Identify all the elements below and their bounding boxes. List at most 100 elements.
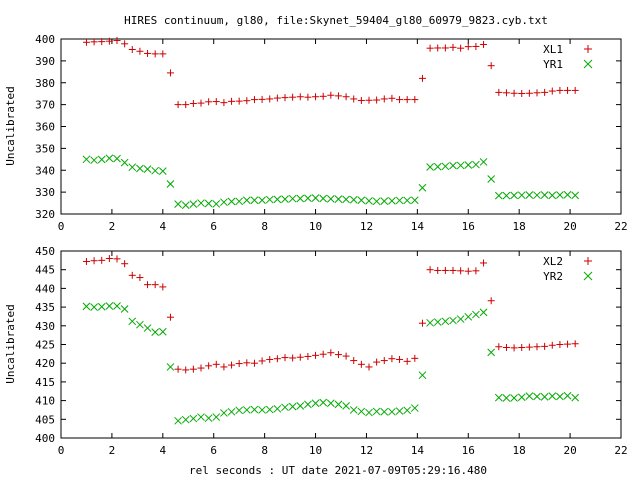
data-point-yr1: [288, 194, 297, 203]
data-point-yr1: [166, 180, 175, 188]
data-point-xl2: [388, 355, 396, 363]
data-point-yr2: [90, 303, 98, 311]
x-tick-label: 8: [261, 220, 268, 233]
x-ticks-2: 0 2 4 6 8 10 12 14 16 18 20 22: [58, 251, 628, 457]
y-tick-label: 415: [35, 376, 55, 389]
x-tick-label: 14: [411, 220, 425, 233]
data-point-xl2: [556, 341, 564, 348]
y-tick-label: 390: [35, 55, 55, 68]
data-point-yr2: [143, 324, 152, 332]
data-point-xl1: [518, 89, 526, 97]
plot-frame-1: [60, 38, 622, 215]
data-point-xl2: [441, 266, 449, 274]
data-point-xl1: [235, 97, 243, 105]
data-point-xl1: [487, 62, 495, 70]
data-point-xl2: [502, 343, 510, 351]
y-tick-label: 405: [35, 413, 55, 426]
data-point-yr1: [494, 191, 503, 200]
data-point-yr2: [128, 317, 137, 326]
data-point-xl1: [388, 94, 396, 102]
x-tick-label: 4: [160, 220, 167, 233]
data-point-xl2: [144, 281, 152, 289]
x-tick-label: 22: [614, 444, 627, 457]
data-point-yr1: [357, 196, 366, 205]
data-point-yr1: [304, 194, 312, 203]
y-tick-label: 330: [35, 186, 55, 199]
data-point-xl1: [564, 86, 572, 94]
x-tick-label: 4: [160, 444, 167, 457]
data-point-xl2: [365, 363, 373, 371]
data-point-yr2: [365, 408, 373, 417]
data-point-xl1: [441, 44, 449, 52]
series-yr1: [82, 154, 580, 210]
plot-panel-1: 0 2 4 6 8 10 12 14 16 18 20 22 320 330 340 350 360 370 38…: [4, 33, 628, 233]
data-point-xl2: [121, 260, 129, 268]
y-tick-label: 370: [35, 99, 55, 112]
data-point-yr2: [82, 302, 91, 311]
y-tick-label: 400: [35, 33, 55, 46]
data-point-yr1: [510, 191, 518, 200]
legend-marker-yr1: [583, 59, 593, 69]
data-point-xl2: [319, 350, 327, 358]
data-point-xl2: [571, 340, 579, 348]
data-point-xl1: [365, 96, 373, 104]
y-axis-label-2: Uncalibrated: [4, 304, 17, 383]
data-point-yr1: [563, 190, 572, 199]
data-point-yr2: [120, 305, 129, 313]
data-point-xl2: [250, 359, 258, 367]
legend-label-yr2: YR2: [543, 270, 563, 283]
data-point-xl1: [350, 95, 358, 103]
data-point-xl1: [495, 88, 503, 96]
y-tick-label: 380: [35, 77, 55, 90]
data-point-yr2: [487, 348, 496, 357]
data-point-yr1: [349, 195, 358, 204]
data-point-yr1: [189, 200, 198, 209]
data-point-xl1: [472, 42, 480, 50]
data-point-xl2: [380, 357, 388, 365]
data-point-yr1: [479, 158, 488, 166]
data-point-xl2: [243, 359, 251, 367]
y-tick-label: 360: [35, 121, 55, 134]
data-point-xl2: [334, 351, 342, 359]
data-point-xl1: [541, 88, 549, 96]
data-point-xl2: [159, 283, 167, 291]
data-point-yr2: [273, 404, 282, 413]
x-axis-label: rel seconds : UT date 2021-07-09T05:29:1…: [189, 464, 487, 477]
data-point-xl1: [548, 87, 556, 95]
data-point-yr1: [517, 191, 526, 200]
data-point-yr2: [97, 302, 106, 311]
data-point-xl2: [480, 259, 488, 267]
data-point-xl1: [457, 44, 465, 52]
data-point-yr1: [525, 191, 534, 199]
data-point-xl1: [174, 101, 182, 109]
data-point-xl2: [510, 344, 518, 352]
y-tick-label: 350: [35, 142, 55, 155]
data-point-xl2: [98, 256, 106, 264]
data-point-xl2: [304, 352, 312, 360]
data-point-xl1: [90, 38, 98, 46]
data-point-yr2: [166, 363, 175, 371]
data-point-yr2: [242, 406, 251, 414]
data-point-yr1: [426, 163, 434, 171]
data-point-xl2: [357, 360, 365, 368]
data-point-xl2: [342, 352, 350, 360]
data-point-yr2: [418, 371, 427, 380]
data-point-yr1: [395, 196, 404, 205]
data-point-xl2: [296, 353, 304, 361]
y-tick-label: 425: [35, 339, 55, 352]
data-point-yr1: [235, 197, 244, 206]
data-point-xl2: [426, 266, 434, 274]
data-point-xl2: [258, 357, 266, 365]
data-point-yr1: [342, 195, 350, 204]
data-point-yr1: [181, 201, 190, 210]
data-point-xl1: [334, 92, 342, 100]
data-point-yr2: [105, 302, 114, 310]
data-point-yr2: [197, 413, 205, 421]
data-point-yr2: [395, 407, 404, 415]
data-point-yr1: [319, 194, 328, 203]
data-point-xl2: [273, 355, 281, 363]
data-point-xl1: [411, 96, 419, 104]
page-title: HIRES continuum, gl80, file:Skynet_59404…: [124, 14, 548, 27]
